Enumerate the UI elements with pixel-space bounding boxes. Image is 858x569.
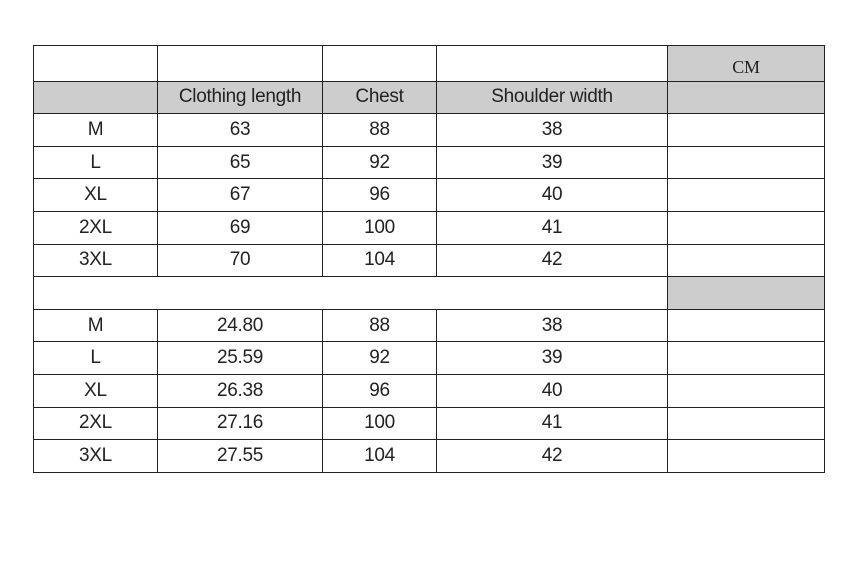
cell-chest: 100 [322,406,437,441]
cell-clothing-length: 24.80 [157,308,323,343]
size-row: M 63 88 38 [33,113,825,147]
cell-size: L [33,341,158,375]
blank-cell [667,373,825,408]
header-extra [667,80,825,115]
cell-shoulder-width: 39 [436,145,668,180]
blank-cell [667,308,825,343]
cell-size: 2XL [33,406,158,441]
cell-shoulder-width: 40 [436,178,668,212]
size-row: 3XL 27.55 104 42 [33,439,825,473]
cell-clothing-length: 69 [157,210,323,245]
size-row: M 24.80 88 38 [33,308,825,343]
size-row: XL 67 96 40 [33,178,825,212]
header-shoulder-width: Shoulder width [436,80,668,115]
cell-shoulder-width: 38 [436,308,668,343]
blank-cell [157,45,323,82]
cell-shoulder-width: 38 [436,113,668,147]
cell-size: L [33,145,158,180]
separator-cell [33,276,668,310]
blank-cell [667,113,825,147]
cell-clothing-length: 27.16 [157,406,323,441]
blank-cell [667,406,825,441]
cell-size: M [33,113,158,147]
cell-size: XL [33,178,158,212]
cell-clothing-length: 67 [157,178,323,212]
header-row: Clothing length Chest Shoulder width [33,80,825,115]
cell-shoulder-width: 42 [436,439,668,473]
blank-cell [322,45,437,82]
cell-chest: 92 [322,341,437,375]
header-size [33,80,158,115]
cell-chest: 96 [322,178,437,212]
cell-shoulder-width: 39 [436,341,668,375]
cell-size: M [33,308,158,343]
cell-chest: 92 [322,145,437,180]
cell-chest: 104 [322,439,437,473]
cell-clothing-length: 65 [157,145,323,180]
cell-shoulder-width: 42 [436,243,668,278]
size-row: 2XL 27.16 100 41 [33,406,825,441]
cell-clothing-length: 26.38 [157,373,323,408]
cell-size: XL [33,373,158,408]
cell-clothing-length: 70 [157,243,323,278]
size-row: 3XL 70 104 42 [33,243,825,278]
size-row: L 25.59 92 39 [33,341,825,375]
cell-chest: 104 [322,243,437,278]
cell-size: 2XL [33,210,158,245]
blank-cell [436,45,668,82]
size-row: XL 26.38 96 40 [33,373,825,408]
cell-clothing-length: 27.55 [157,439,323,473]
blank-cell [33,45,158,82]
unit-row: CM [33,45,825,82]
cell-clothing-length: 63 [157,113,323,147]
size-chart-table: CM Clothing length Chest Shoulder width … [33,45,825,473]
unit-label: CM [667,45,825,82]
blank-cell [667,439,825,473]
blank-cell [667,145,825,180]
cell-size: 3XL [33,439,158,473]
cell-shoulder-width: 41 [436,406,668,441]
cell-clothing-length: 25.59 [157,341,323,375]
cell-chest: 100 [322,210,437,245]
size-row: 2XL 69 100 41 [33,210,825,245]
cell-chest: 88 [322,113,437,147]
cell-shoulder-width: 41 [436,210,668,245]
size-chart-body: CM Clothing length Chest Shoulder width … [33,45,825,473]
blank-cell [667,178,825,212]
blank-cell [667,243,825,278]
separator-row [33,276,825,310]
header-clothing-length: Clothing length [157,80,323,115]
size-row: L 65 92 39 [33,145,825,180]
header-chest: Chest [322,80,437,115]
blank-cell [667,210,825,245]
cell-shoulder-width: 40 [436,373,668,408]
cell-size: 3XL [33,243,158,278]
cell-chest: 88 [322,308,437,343]
separator-gray-cell [667,276,825,310]
cell-chest: 96 [322,373,437,408]
blank-cell [667,341,825,375]
